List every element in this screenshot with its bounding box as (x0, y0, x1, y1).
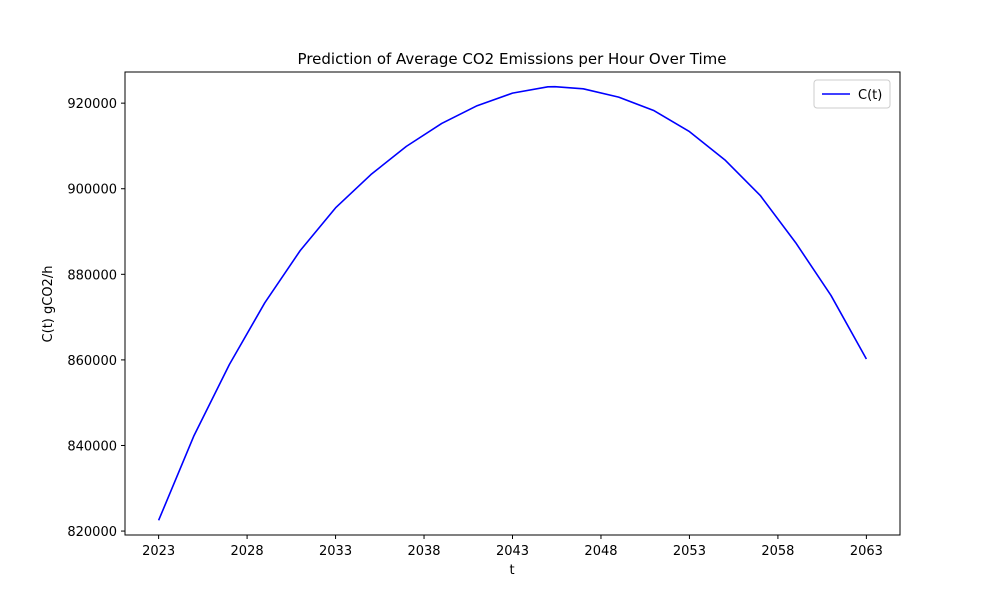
x-axis: 2023 2028 2033 2038 2043 2048 2053 2058 2063 (142, 535, 883, 559)
x-tick-label: 2038 (407, 544, 440, 559)
y-axis: 820000 840000 860000 880000 900000 920000 (67, 97, 125, 540)
series-line-0 (157, 85, 868, 521)
plot-background (125, 72, 900, 535)
chart-title: Prediction of Average CO2 Emissions per … (298, 50, 727, 68)
x-tick-label: 2048 (584, 544, 617, 559)
y-tick-label: 920000 (67, 97, 117, 112)
x-tick-label: 2043 (496, 544, 529, 559)
plot-area (124, 71, 901, 536)
x-tick-label: 2023 (142, 544, 175, 559)
y-tick-label: 840000 (67, 439, 117, 454)
x-tick-label: 2063 (850, 544, 883, 559)
legend-box (813, 79, 891, 109)
x-tick-label: 2028 (231, 544, 264, 559)
y-tick-label: 900000 (67, 183, 117, 198)
x-axis-label: t (509, 563, 514, 578)
y-tick-label: 860000 (67, 354, 117, 369)
x-tick-label: 2033 (319, 544, 352, 559)
y-tick-label: 880000 (67, 268, 117, 283)
x-tick-label: 2058 (761, 544, 794, 559)
y-tick-label: 820000 (67, 525, 117, 540)
legend: C(t) (813, 79, 891, 109)
legend-label: C(t) (858, 88, 882, 103)
y-axis-label: C(t) gCO2/h (41, 266, 56, 343)
x-tick-label: 2053 (673, 544, 706, 559)
